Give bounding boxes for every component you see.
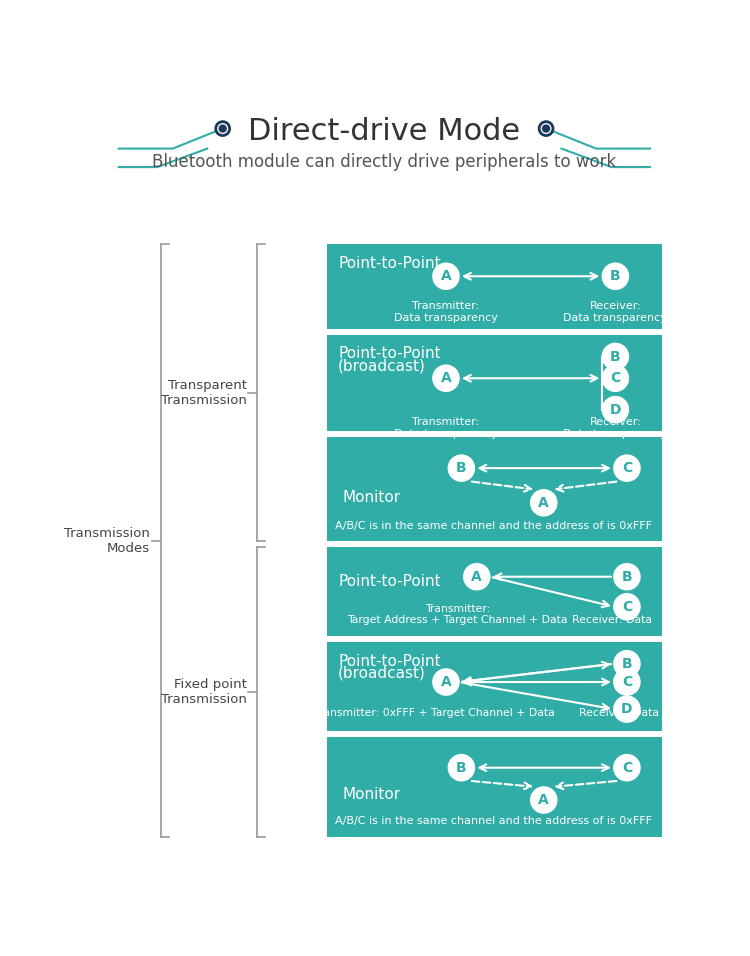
Circle shape — [433, 263, 459, 290]
Text: A: A — [440, 675, 452, 689]
Text: Transparent
Transmission: Transparent Transmission — [160, 379, 247, 406]
Text: B: B — [622, 570, 632, 584]
Circle shape — [464, 564, 490, 590]
Text: C: C — [622, 761, 632, 774]
Circle shape — [602, 263, 628, 290]
Text: Transmitter:
Data transparency: Transmitter: Data transparency — [394, 301, 498, 322]
Circle shape — [614, 651, 640, 677]
Circle shape — [448, 754, 475, 781]
Text: (broadcast): (broadcast) — [338, 665, 426, 681]
Text: A: A — [538, 793, 549, 807]
Circle shape — [448, 455, 475, 481]
Text: A/B/C is in the same channel and the address of is 0xFFF: A/B/C is in the same channel and the add… — [335, 816, 652, 826]
Text: Point-to-Point: Point-to-Point — [338, 346, 441, 361]
Circle shape — [614, 754, 640, 781]
Text: C: C — [622, 675, 632, 689]
Text: Point-to-Point: Point-to-Point — [338, 255, 441, 271]
FancyBboxPatch shape — [327, 437, 662, 541]
Text: Transmitter:
Target Address + Target Channel + Data: Transmitter: Target Address + Target Cha… — [347, 603, 568, 625]
Text: C: C — [622, 461, 632, 475]
Text: B: B — [456, 761, 466, 774]
Text: C: C — [610, 371, 620, 385]
Circle shape — [433, 365, 459, 391]
FancyBboxPatch shape — [327, 244, 662, 329]
Text: A: A — [440, 371, 452, 385]
Text: A: A — [538, 496, 549, 510]
Circle shape — [531, 787, 556, 814]
Text: Point-to-Point: Point-to-Point — [338, 574, 441, 589]
FancyBboxPatch shape — [327, 335, 662, 431]
Text: A/B/C is in the same channel and the address of is 0xFFF: A/B/C is in the same channel and the add… — [335, 520, 652, 531]
Circle shape — [602, 365, 628, 391]
Text: Bluetooth module can directly drive peripherals to work: Bluetooth module can directly drive peri… — [152, 153, 616, 171]
Text: Receiver:
Data transparency: Receiver: Data transparency — [563, 418, 668, 439]
Text: C: C — [622, 599, 632, 614]
Circle shape — [433, 669, 459, 695]
Text: Transmitter: 0xFFF + Target Channel + Data: Transmitter: 0xFFF + Target Channel + Da… — [314, 708, 555, 718]
Circle shape — [614, 594, 640, 619]
Text: B: B — [456, 461, 466, 475]
Circle shape — [542, 125, 550, 132]
Text: Monitor: Monitor — [342, 788, 400, 802]
Text: Point-to-Point: Point-to-Point — [338, 654, 441, 668]
Text: (broadcast): (broadcast) — [338, 358, 426, 373]
Text: D: D — [610, 402, 621, 417]
Text: Receiver: Data: Receiver: Data — [579, 708, 659, 718]
Circle shape — [531, 489, 556, 516]
Text: Fixed point
Transmission: Fixed point Transmission — [160, 678, 247, 706]
Circle shape — [614, 669, 640, 695]
Text: B: B — [610, 350, 621, 363]
Text: Receiver: Data: Receiver: Data — [572, 616, 652, 625]
Text: A: A — [472, 570, 482, 584]
Circle shape — [216, 121, 229, 136]
Circle shape — [614, 564, 640, 590]
Circle shape — [602, 343, 628, 370]
Text: Receiver:
Data transparency: Receiver: Data transparency — [563, 301, 668, 322]
Circle shape — [614, 696, 640, 722]
FancyBboxPatch shape — [327, 642, 662, 730]
Circle shape — [539, 121, 553, 136]
Text: Transmitter:
Data transparency: Transmitter: Data transparency — [394, 418, 498, 439]
Text: Monitor: Monitor — [342, 490, 400, 505]
Circle shape — [614, 455, 640, 481]
Text: B: B — [610, 270, 621, 283]
Circle shape — [219, 125, 226, 132]
Text: Transmission
Modes: Transmission Modes — [64, 527, 150, 554]
FancyBboxPatch shape — [327, 548, 662, 636]
Circle shape — [602, 397, 628, 423]
Text: A: A — [440, 270, 452, 283]
Text: D: D — [621, 702, 633, 716]
Text: Direct-drive Mode: Direct-drive Mode — [248, 118, 520, 146]
FancyBboxPatch shape — [327, 737, 662, 837]
Text: B: B — [622, 657, 632, 671]
